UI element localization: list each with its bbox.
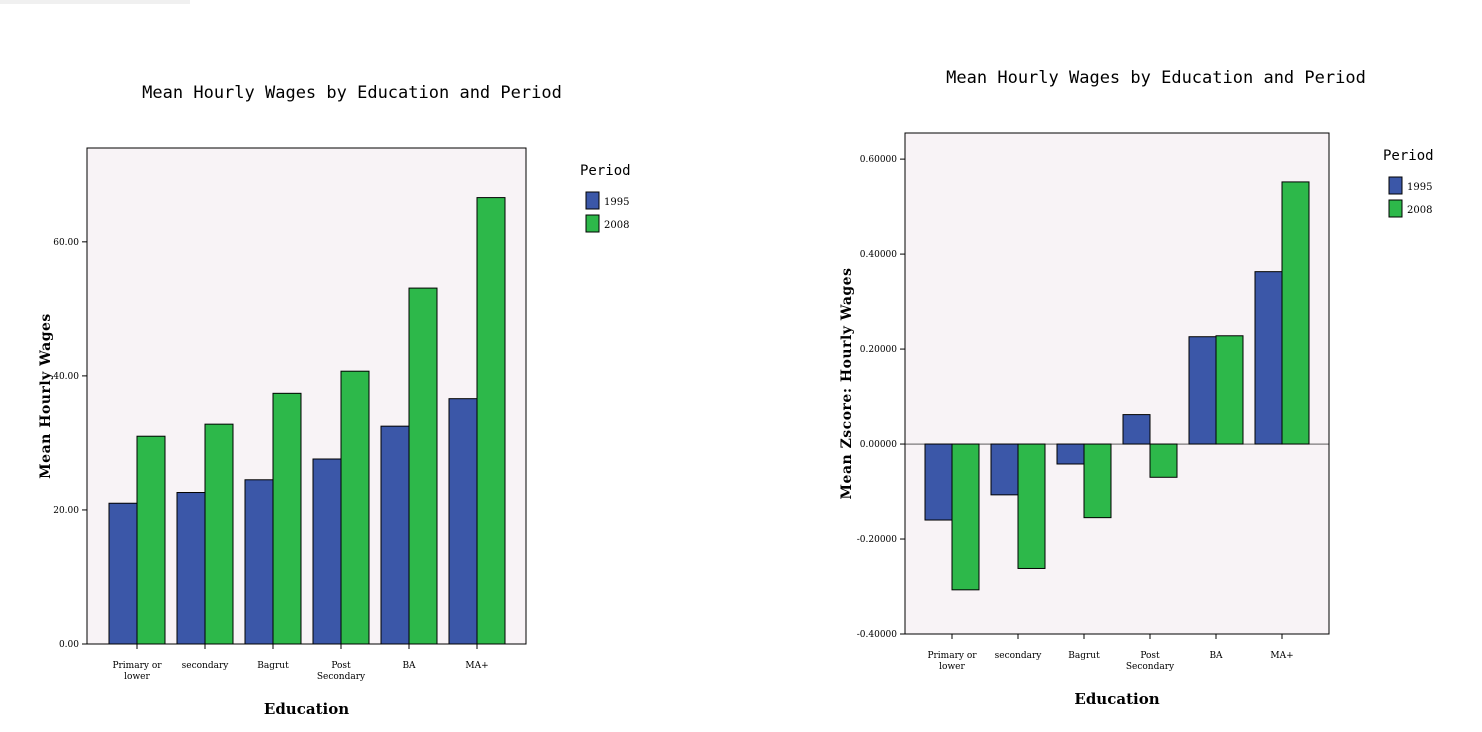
x-tick-label-line: Secondary [317, 672, 366, 682]
bar-1995-0 [108, 502, 138, 645]
chart-1: Mean Hourly Wages by Education and Perio… [38, 83, 631, 718]
x-tick-label: Bagrut [257, 661, 289, 671]
chart-title: Mean Hourly Wages by Education and Perio… [142, 83, 562, 103]
bar-2008-3 [340, 370, 370, 645]
x-tick-label: BA [1209, 651, 1223, 661]
bar-1995-2 [244, 479, 274, 645]
y-tick-label: 0.20000 [860, 345, 897, 355]
x-tick-label-line: BA [1209, 651, 1223, 661]
bar-2008-2 [1083, 443, 1112, 519]
x-tick-label-line: BA [402, 661, 416, 671]
legend-swatch-2008 [1388, 199, 1403, 218]
viewer-top-strip [0, 0, 190, 4]
x-tick-label-line: secondary [182, 661, 230, 671]
legend-title: Period [1383, 148, 1434, 164]
bar-1995-0 [924, 443, 953, 521]
legend-swatch-1995 [585, 191, 600, 210]
x-tick-label: Primary or lower [112, 661, 162, 682]
x-tick-label-line: Bagrut [257, 661, 289, 671]
legend-title: Period [580, 163, 631, 179]
bar-1995-3 [1122, 414, 1151, 445]
x-tick-label: Post Secondary [1126, 651, 1175, 672]
legend-label-2008: 2008 [1407, 205, 1432, 216]
bar-2008-0 [136, 435, 166, 645]
y-axis-label: Mean Zscore: Hourly Wages [839, 268, 855, 500]
bar-1995-3 [312, 458, 342, 645]
x-tick-label-line: lower [124, 672, 150, 682]
x-tick-label: Post Secondary [317, 661, 366, 682]
x-tick-label-line: Bagrut [1068, 651, 1100, 661]
legend: Period 1995 2008 [580, 163, 631, 233]
x-tick-label: secondary [182, 661, 230, 671]
bar-1995-1 [176, 492, 206, 645]
legend-swatch-1995 [1388, 176, 1403, 195]
x-tick-label: BA [402, 661, 416, 671]
x-tick-label: Bagrut [1068, 651, 1100, 661]
x-axis-label: Education [1074, 690, 1159, 708]
x-tick-label-line: MA+ [465, 661, 488, 671]
bar-2008-2 [272, 392, 302, 645]
y-tick-label: 0.60000 [860, 155, 897, 165]
x-tick-label: MA+ [1270, 651, 1293, 661]
bar-2008-3 [1149, 443, 1178, 478]
bar-1995-1 [990, 443, 1019, 496]
legend: Period 1995 2008 [1383, 148, 1434, 218]
y-tick-label: 0.40000 [860, 250, 897, 260]
bar-1995-2 [1056, 443, 1085, 465]
bar-1995-4 [1188, 336, 1217, 445]
x-tick-label: secondary [995, 651, 1043, 661]
x-tick-label-line: lower [939, 662, 965, 672]
legend-label-1995: 1995 [604, 197, 629, 208]
chart-title: Mean Hourly Wages by Education and Perio… [946, 68, 1366, 88]
y-tick-label: 40.00 [53, 372, 79, 382]
bar-1995-5 [448, 398, 478, 645]
bar-2008-5 [476, 197, 506, 645]
x-tick-label-line: Post [331, 661, 351, 671]
legend-swatch-2008 [585, 214, 600, 233]
y-tick-label: 0.00000 [860, 440, 897, 450]
x-tick-label-line: Post [1140, 651, 1160, 661]
y-tick-label: -0.40000 [857, 630, 898, 640]
bar-1995-4 [380, 425, 410, 645]
x-tick-label: MA+ [465, 661, 488, 671]
bar-2008-4 [1215, 335, 1244, 445]
x-tick-label: Primary or lower [927, 651, 977, 672]
bar-2008-5 [1281, 181, 1310, 445]
bar-1995-5 [1254, 271, 1283, 445]
legend-label-1995: 1995 [1407, 182, 1432, 193]
bar-2008-0 [951, 443, 980, 591]
y-tick-label: 20.00 [53, 506, 79, 516]
y-tick-label: 0.00 [59, 640, 79, 650]
x-axis-label: Education [264, 700, 349, 718]
y-tick-label: -0.20000 [857, 535, 898, 545]
chart-2: Mean Hourly Wages by Education and Perio… [839, 68, 1434, 708]
y-axis-label: Mean Hourly Wages [38, 313, 54, 479]
x-tick-label-line: Secondary [1126, 662, 1175, 672]
bar-2008-1 [1017, 443, 1046, 569]
bar-2008-4 [408, 287, 438, 645]
bar-2008-1 [204, 423, 234, 645]
legend-label-2008: 2008 [604, 220, 629, 231]
x-tick-label-line: secondary [995, 651, 1043, 661]
x-tick-label-line: Primary or [927, 651, 977, 661]
x-tick-label-line: MA+ [1270, 651, 1293, 661]
x-tick-label-line: Primary or [112, 661, 162, 671]
y-tick-label: 60.00 [53, 238, 79, 248]
